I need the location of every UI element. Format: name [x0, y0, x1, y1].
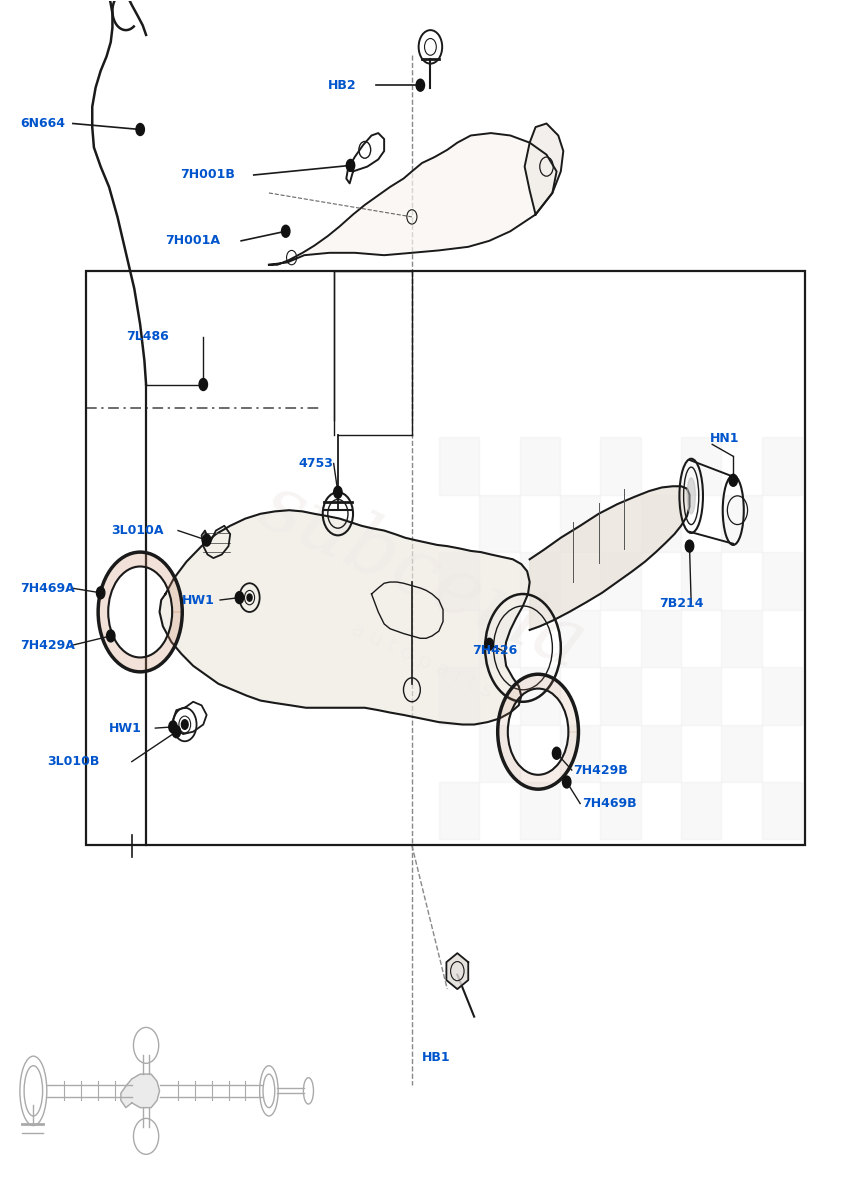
Circle shape	[203, 534, 211, 546]
Circle shape	[172, 726, 181, 738]
Circle shape	[106, 630, 115, 642]
Bar	[520, 437, 560, 494]
Polygon shape	[121, 1074, 160, 1108]
Bar	[85, 271, 805, 846]
Bar	[520, 782, 560, 840]
Bar	[439, 667, 479, 725]
Circle shape	[247, 594, 252, 601]
Text: a u t o p a r t s: a u t o p a r t s	[349, 618, 495, 701]
Text: HW1: HW1	[109, 721, 142, 734]
Circle shape	[685, 540, 694, 552]
Circle shape	[96, 587, 105, 599]
Circle shape	[199, 378, 208, 390]
Bar	[641, 494, 681, 552]
Bar	[479, 494, 520, 552]
Polygon shape	[98, 552, 182, 672]
Bar	[520, 667, 560, 725]
Bar	[600, 437, 641, 494]
Text: 7H001B: 7H001B	[180, 168, 235, 181]
Polygon shape	[530, 486, 690, 630]
Circle shape	[485, 638, 494, 650]
Circle shape	[346, 160, 354, 172]
Bar	[681, 552, 722, 610]
Bar	[641, 725, 681, 782]
Text: 7H469A: 7H469A	[20, 582, 74, 594]
Circle shape	[181, 720, 188, 730]
Text: 7H469B: 7H469B	[582, 797, 636, 810]
Text: 6N664: 6N664	[20, 118, 65, 130]
Circle shape	[333, 486, 342, 498]
Bar	[722, 610, 762, 667]
Text: HB2: HB2	[327, 79, 356, 91]
Bar	[439, 782, 479, 840]
Circle shape	[562, 776, 571, 788]
Circle shape	[235, 592, 244, 604]
Text: 7B214: 7B214	[659, 598, 704, 610]
Text: HN1: HN1	[710, 432, 739, 445]
Bar	[722, 494, 762, 552]
Bar	[762, 437, 803, 494]
Text: 7H429A: 7H429A	[20, 638, 75, 652]
Bar	[560, 725, 600, 782]
Circle shape	[136, 124, 144, 136]
Bar	[681, 782, 722, 840]
Bar	[600, 552, 641, 610]
Text: 7L486: 7L486	[126, 330, 169, 343]
Text: 7H426: 7H426	[473, 643, 517, 656]
Polygon shape	[498, 674, 578, 790]
Circle shape	[552, 748, 560, 760]
Polygon shape	[525, 124, 563, 215]
Bar	[762, 552, 803, 610]
Bar	[600, 667, 641, 725]
Polygon shape	[269, 133, 556, 265]
Text: subceria: subceria	[247, 467, 597, 685]
Ellipse shape	[687, 478, 695, 514]
Circle shape	[729, 474, 738, 486]
Circle shape	[282, 226, 290, 238]
Text: HB1: HB1	[422, 1051, 451, 1064]
Text: 7H429B: 7H429B	[573, 763, 628, 776]
Bar	[722, 725, 762, 782]
Bar	[600, 782, 641, 840]
Circle shape	[416, 79, 425, 91]
Text: 4753: 4753	[298, 457, 333, 470]
Bar	[479, 725, 520, 782]
Bar	[641, 610, 681, 667]
Bar	[439, 552, 479, 610]
Text: 7H001A: 7H001A	[165, 234, 220, 247]
Bar	[681, 667, 722, 725]
Circle shape	[169, 721, 177, 733]
Bar	[560, 494, 600, 552]
Bar	[762, 782, 803, 840]
Text: 3L010A: 3L010A	[111, 524, 163, 538]
Polygon shape	[160, 510, 530, 725]
Bar	[681, 437, 722, 494]
Bar	[479, 610, 520, 667]
Bar	[520, 552, 560, 610]
Text: 3L010B: 3L010B	[47, 755, 100, 768]
Bar	[560, 610, 600, 667]
Polygon shape	[446, 953, 468, 989]
Bar	[439, 437, 479, 494]
Text: HW1: HW1	[182, 594, 215, 606]
Bar	[762, 667, 803, 725]
